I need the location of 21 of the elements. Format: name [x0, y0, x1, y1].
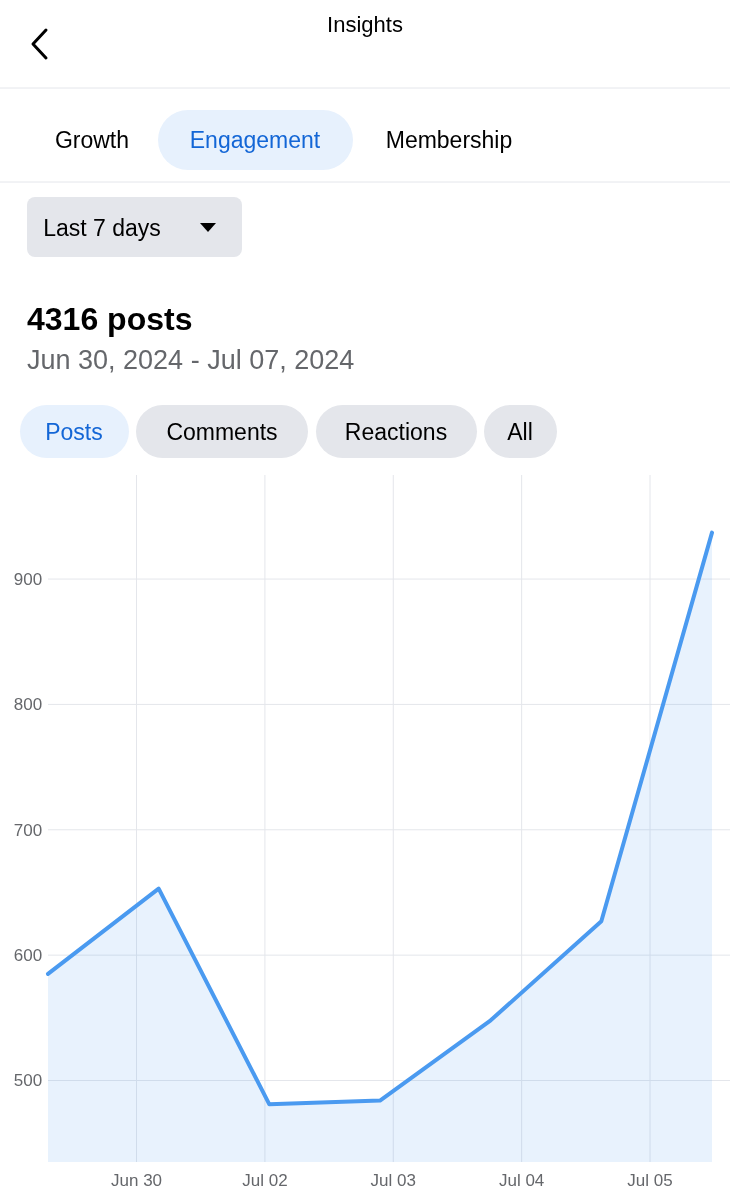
text: Jun 30	[111, 1171, 163, 1190]
text: Membership	[385, 127, 513, 153]
text: Jul 02	[242, 1171, 288, 1190]
text: Insights	[327, 12, 403, 37]
chart-subtitle: Jun 30, 2024 - Jul 07, 2024	[27, 345, 355, 375]
y-tick-label: 900	[13, 570, 43, 589]
text: Reactions	[344, 419, 448, 445]
text: Jul 05	[627, 1171, 673, 1190]
y-tick-label: 500	[13, 1071, 43, 1091]
text: Growth	[54, 127, 130, 153]
text: Jul 04	[498, 1171, 545, 1190]
text: Jul 03	[370, 1171, 416, 1190]
y-tick-label: 700	[13, 820, 43, 840]
text: Engagement	[189, 127, 321, 153]
y-tick-label: 600	[13, 946, 43, 966]
text: Comments	[166, 419, 278, 445]
y-tick-label: 800	[13, 695, 43, 715]
text: All	[507, 419, 533, 445]
text: Last 7 days	[43, 215, 161, 241]
text: Posts	[45, 419, 103, 445]
chart-title: 4316 posts	[27, 301, 193, 337]
